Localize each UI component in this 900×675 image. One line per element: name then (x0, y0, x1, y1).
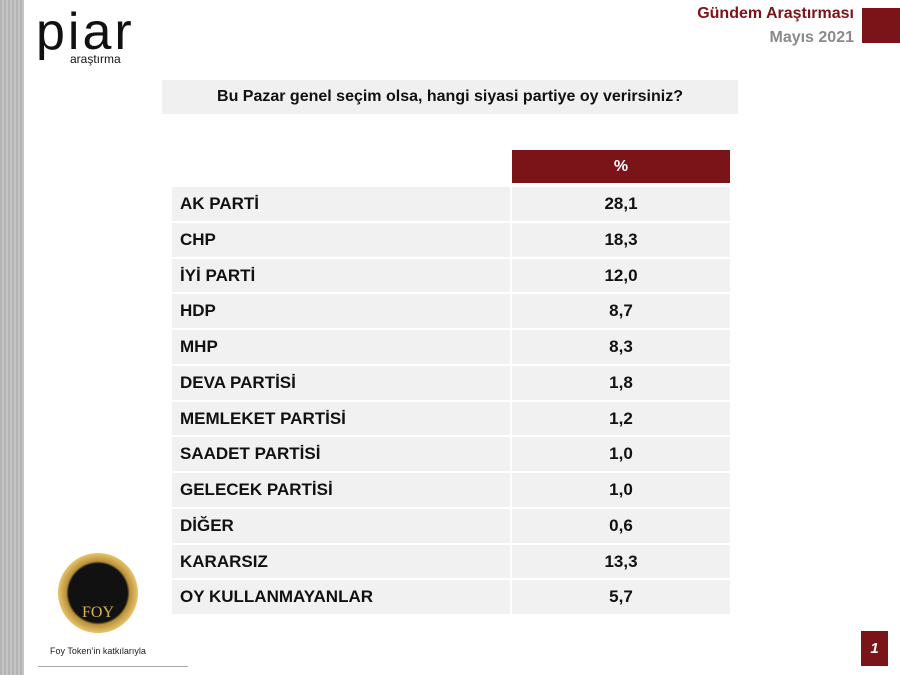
party-label: İYİ PARTİ (172, 258, 510, 293)
percent-value: 1,2 (512, 401, 730, 436)
party-label: KARARSIZ (172, 544, 510, 579)
percent-value: 1,0 (512, 473, 730, 507)
survey-question: Bu Pazar genel seçim olsa, hangi siyasi … (162, 80, 738, 114)
table-row: DEVA PARTİSİ 1,8 (172, 365, 730, 400)
party-label: OY KULLANMAYANLAR (172, 580, 510, 614)
table-row: HDP 8,7 (172, 294, 730, 328)
table-row: MHP 8,3 (172, 330, 730, 364)
table-row: GELECEK PARTİSİ 1,0 (172, 473, 730, 507)
table-row: SAADET PARTİSİ 1,0 (172, 437, 730, 471)
report-date: Mayıs 2021 (769, 29, 854, 46)
percent-value: 5,7 (512, 580, 730, 614)
table-row: MEMLEKET PARTİSİ 1,2 (172, 401, 730, 436)
party-label: DİĞER (172, 508, 510, 543)
table-row: KARARSIZ 13,3 (172, 544, 730, 579)
credit-text: Foy Token’in katkılarıyla (50, 646, 146, 656)
left-decorative-strip (0, 0, 24, 675)
percent-value: 0,6 (512, 508, 730, 543)
table-row: İYİ PARTİ 12,0 (172, 258, 730, 293)
party-label: MEMLEKET PARTİSİ (172, 401, 510, 436)
report-title: Gündem Araştırması (697, 5, 854, 22)
percent-column-header: % (512, 150, 730, 183)
party-label: GELECEK PARTİSİ (172, 473, 510, 507)
percent-value: 13,3 (512, 544, 730, 579)
results-table: AK PARTİ 28,1 CHP 18,3 İYİ PARTİ 12,0 HDP 8,7 MH… (172, 187, 730, 616)
percent-value: 1,0 (512, 437, 730, 471)
percent-value: 18,3 (512, 222, 730, 257)
page-number: 1 (861, 631, 888, 666)
percent-value: 8,7 (512, 294, 730, 328)
party-label: CHP (172, 222, 510, 257)
party-label: SAADET PARTİSİ (172, 437, 510, 471)
percent-value: 8,3 (512, 330, 730, 364)
logo-subtitle: araştırma (70, 52, 121, 66)
party-label: MHP (172, 330, 510, 364)
foy-token-logo: FOY (58, 553, 138, 633)
table-row: DİĞER 0,6 (172, 508, 730, 543)
piar-logo: piar araştırma (36, 3, 135, 66)
party-label: AK PARTİ (172, 187, 510, 221)
table-row: AK PARTİ 28,1 (172, 187, 730, 221)
percent-value: 1,8 (512, 365, 730, 400)
percent-value: 28,1 (512, 187, 730, 221)
badge-text: FOY (81, 604, 114, 621)
table-row: CHP 18,3 (172, 222, 730, 257)
corner-accent (862, 8, 900, 43)
table-row: OY KULLANMAYANLAR 5,7 (172, 580, 730, 614)
percent-value: 12,0 (512, 258, 730, 293)
divider (38, 666, 188, 667)
party-label: HDP (172, 294, 510, 328)
party-label: DEVA PARTİSİ (172, 365, 510, 400)
logo-name: piar (36, 3, 135, 61)
